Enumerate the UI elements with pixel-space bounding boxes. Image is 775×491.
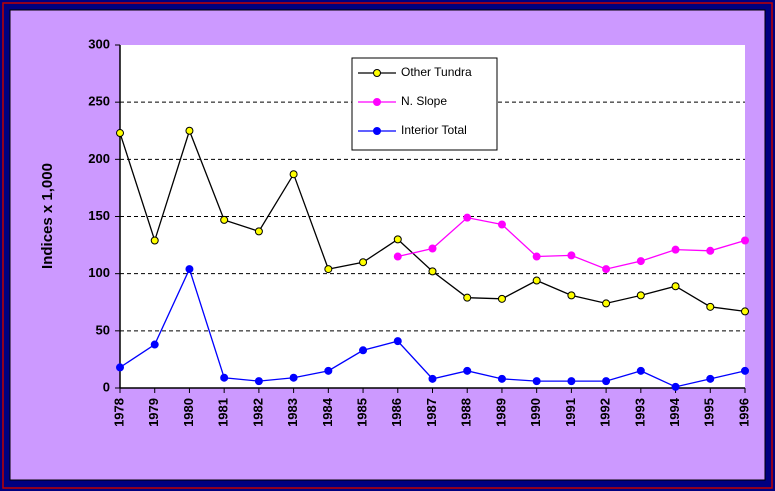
series-marker bbox=[150, 236, 159, 245]
legend-label: Other Tundra bbox=[401, 65, 472, 79]
series-marker bbox=[602, 299, 611, 308]
series-marker bbox=[741, 307, 749, 316]
series-marker bbox=[463, 213, 472, 222]
legend-marker bbox=[373, 98, 381, 106]
x-tick-label: 1985 bbox=[354, 398, 369, 427]
legend-marker bbox=[373, 127, 381, 135]
series-marker bbox=[254, 377, 263, 386]
series-marker bbox=[324, 366, 333, 375]
series-marker bbox=[706, 302, 715, 311]
series-marker bbox=[741, 236, 749, 245]
x-tick-label: 1995 bbox=[702, 398, 717, 427]
series-marker bbox=[116, 129, 124, 138]
series-marker bbox=[185, 126, 194, 135]
series-marker bbox=[428, 267, 437, 276]
series-marker bbox=[706, 374, 715, 383]
x-tick-label: 1978 bbox=[111, 398, 126, 427]
x-tick-label: 1986 bbox=[389, 398, 404, 427]
series-marker bbox=[393, 235, 402, 244]
x-tick-label: 1987 bbox=[424, 398, 439, 427]
series-marker bbox=[463, 293, 472, 302]
series-marker bbox=[393, 337, 402, 346]
series-marker bbox=[532, 276, 541, 285]
series-marker bbox=[463, 366, 472, 375]
x-tick-label: 1990 bbox=[528, 398, 543, 427]
y-tick-label: 50 bbox=[96, 322, 110, 337]
series-marker bbox=[254, 227, 263, 236]
series-marker bbox=[220, 373, 229, 382]
x-tick-label: 1994 bbox=[667, 397, 682, 427]
series-marker bbox=[497, 220, 506, 229]
series-marker bbox=[706, 246, 715, 255]
x-tick-label: 1989 bbox=[493, 398, 508, 427]
x-tick-label: 1996 bbox=[736, 398, 751, 427]
y-tick-label: 150 bbox=[88, 208, 110, 223]
series-marker bbox=[428, 244, 437, 253]
x-tick-label: 1988 bbox=[459, 398, 474, 427]
series-marker bbox=[185, 265, 194, 274]
series-marker bbox=[150, 340, 159, 349]
x-tick-label: 1984 bbox=[320, 397, 335, 427]
series-marker bbox=[116, 363, 124, 372]
series-marker bbox=[359, 258, 368, 267]
y-tick-label: 100 bbox=[88, 265, 110, 280]
y-tick-label: 0 bbox=[103, 379, 110, 394]
series-marker bbox=[532, 252, 541, 261]
series-marker bbox=[497, 374, 506, 383]
x-tick-label: 1983 bbox=[285, 398, 300, 427]
y-tick-label: 200 bbox=[88, 151, 110, 166]
series-marker bbox=[602, 377, 611, 386]
legend-label: Interior Total bbox=[401, 123, 467, 137]
series-marker bbox=[671, 382, 680, 391]
series-marker bbox=[428, 374, 437, 383]
x-tick-label: 1991 bbox=[563, 398, 578, 427]
x-tick-label: 1979 bbox=[146, 398, 161, 427]
y-axis-label: Indices x 1,000 bbox=[39, 163, 56, 269]
series-marker bbox=[741, 366, 749, 375]
series-marker bbox=[324, 265, 333, 274]
series-marker bbox=[532, 377, 541, 386]
legend-label: N. Slope bbox=[401, 94, 447, 108]
series-marker bbox=[602, 265, 611, 274]
x-tick-label: 1992 bbox=[598, 398, 613, 427]
series-marker bbox=[567, 377, 576, 386]
x-tick-label: 1981 bbox=[216, 398, 231, 427]
series-marker bbox=[636, 257, 645, 266]
x-tick-label: 1993 bbox=[632, 398, 647, 427]
series-marker bbox=[636, 366, 645, 375]
series-marker bbox=[220, 215, 229, 224]
series-marker bbox=[671, 282, 680, 291]
series-marker bbox=[567, 291, 576, 300]
series-marker bbox=[671, 245, 680, 254]
series-marker bbox=[289, 170, 298, 179]
x-tick-label: 1982 bbox=[250, 398, 265, 427]
series-marker bbox=[497, 294, 506, 303]
series-marker bbox=[393, 252, 402, 261]
series-marker bbox=[359, 346, 368, 355]
x-tick-label: 1980 bbox=[181, 398, 196, 427]
legend-marker bbox=[373, 69, 381, 77]
y-tick-label: 300 bbox=[88, 36, 110, 51]
y-tick-label: 250 bbox=[88, 94, 110, 109]
series-marker bbox=[567, 251, 576, 260]
series-marker bbox=[289, 373, 298, 382]
series-marker bbox=[636, 291, 645, 300]
